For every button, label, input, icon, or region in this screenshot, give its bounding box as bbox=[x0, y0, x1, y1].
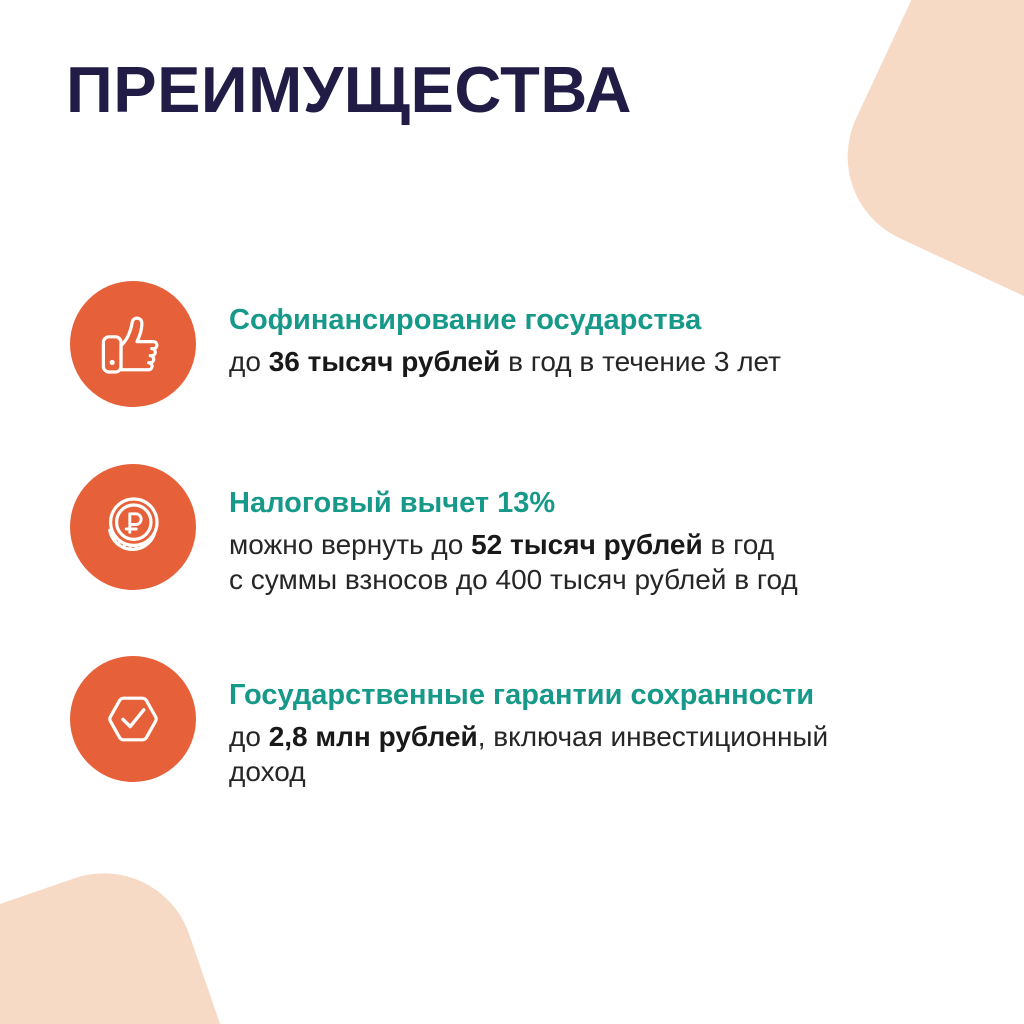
body-text: , включая инвестиционный bbox=[477, 721, 829, 753]
benefit-body-line: до 36 тысяч рублей в год в течение 3 лет bbox=[229, 344, 781, 379]
benefit-body-line: с суммы взносов до 400 тысяч рублей в го… bbox=[229, 564, 798, 596]
ruble-coin-icon bbox=[70, 464, 196, 590]
body-text: в год bbox=[702, 529, 775, 561]
benefit-title: Налоговый вычет 13% bbox=[229, 487, 556, 519]
benefit-item-guarantees: Государственные гарантии сохранности до … bbox=[70, 656, 828, 789]
benefit-item-tax-deduction: Налоговый вычет 13% можно вернуть до 52 … bbox=[70, 464, 798, 597]
body-text: в год в течение 3 лет bbox=[500, 346, 781, 378]
benefit-title: Софинансирование государства bbox=[229, 304, 702, 336]
benefit-body-line: можно вернуть до 52 тысяч рублей в год bbox=[229, 527, 798, 562]
body-text-bold: 36 тысяч рублей bbox=[268, 346, 501, 378]
decor-shape-top-right bbox=[818, 0, 1024, 403]
benefit-title: Государственные гарантии сохранности bbox=[229, 679, 815, 711]
benefit-text: Государственные гарантии сохранности до … bbox=[229, 656, 828, 789]
thumbs-up-icon bbox=[70, 281, 196, 407]
benefit-item-cofinancing: Софинансирование государства до 36 тысяч… bbox=[70, 281, 781, 407]
body-text: до bbox=[229, 721, 269, 753]
decor-shape-bottom-left bbox=[0, 848, 317, 1024]
benefit-body-line: доход bbox=[229, 756, 306, 788]
benefit-body-line: до 2,8 млн рублей, включая инвестиционны… bbox=[229, 719, 828, 754]
benefit-text: Софинансирование государства до 36 тысяч… bbox=[229, 281, 781, 379]
hexagon-check-icon bbox=[70, 656, 196, 782]
body-text-bold: 52 тысяч рублей bbox=[471, 529, 703, 561]
body-text: до bbox=[229, 346, 269, 378]
benefit-text: Налоговый вычет 13% можно вернуть до 52 … bbox=[229, 464, 798, 597]
page-title: ПРЕИМУЩЕСТВА bbox=[66, 53, 632, 126]
body-text: можно вернуть до bbox=[229, 529, 472, 561]
body-text-bold: 2,8 млн рублей bbox=[268, 721, 478, 753]
